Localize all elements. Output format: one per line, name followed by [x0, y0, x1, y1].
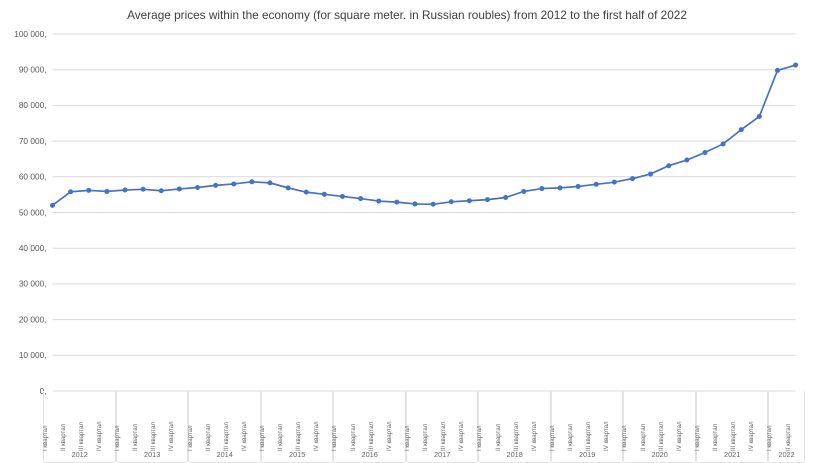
svg-text:10 000,: 10 000,: [19, 350, 47, 360]
svg-text:40 000,: 40 000,: [19, 243, 47, 253]
svg-text:50 000,: 50 000,: [19, 207, 47, 217]
svg-text:90 000,: 90 000,: [19, 65, 47, 75]
svg-text:70 000,: 70 000,: [19, 136, 47, 146]
svg-text:100 000,: 100 000,: [14, 29, 46, 39]
svg-text:20 000,: 20 000,: [19, 314, 47, 324]
svg-text:60 000,: 60 000,: [19, 172, 47, 182]
svg-text:30 000,: 30 000,: [19, 279, 47, 289]
svg-text:80 000,: 80 000,: [19, 100, 47, 110]
